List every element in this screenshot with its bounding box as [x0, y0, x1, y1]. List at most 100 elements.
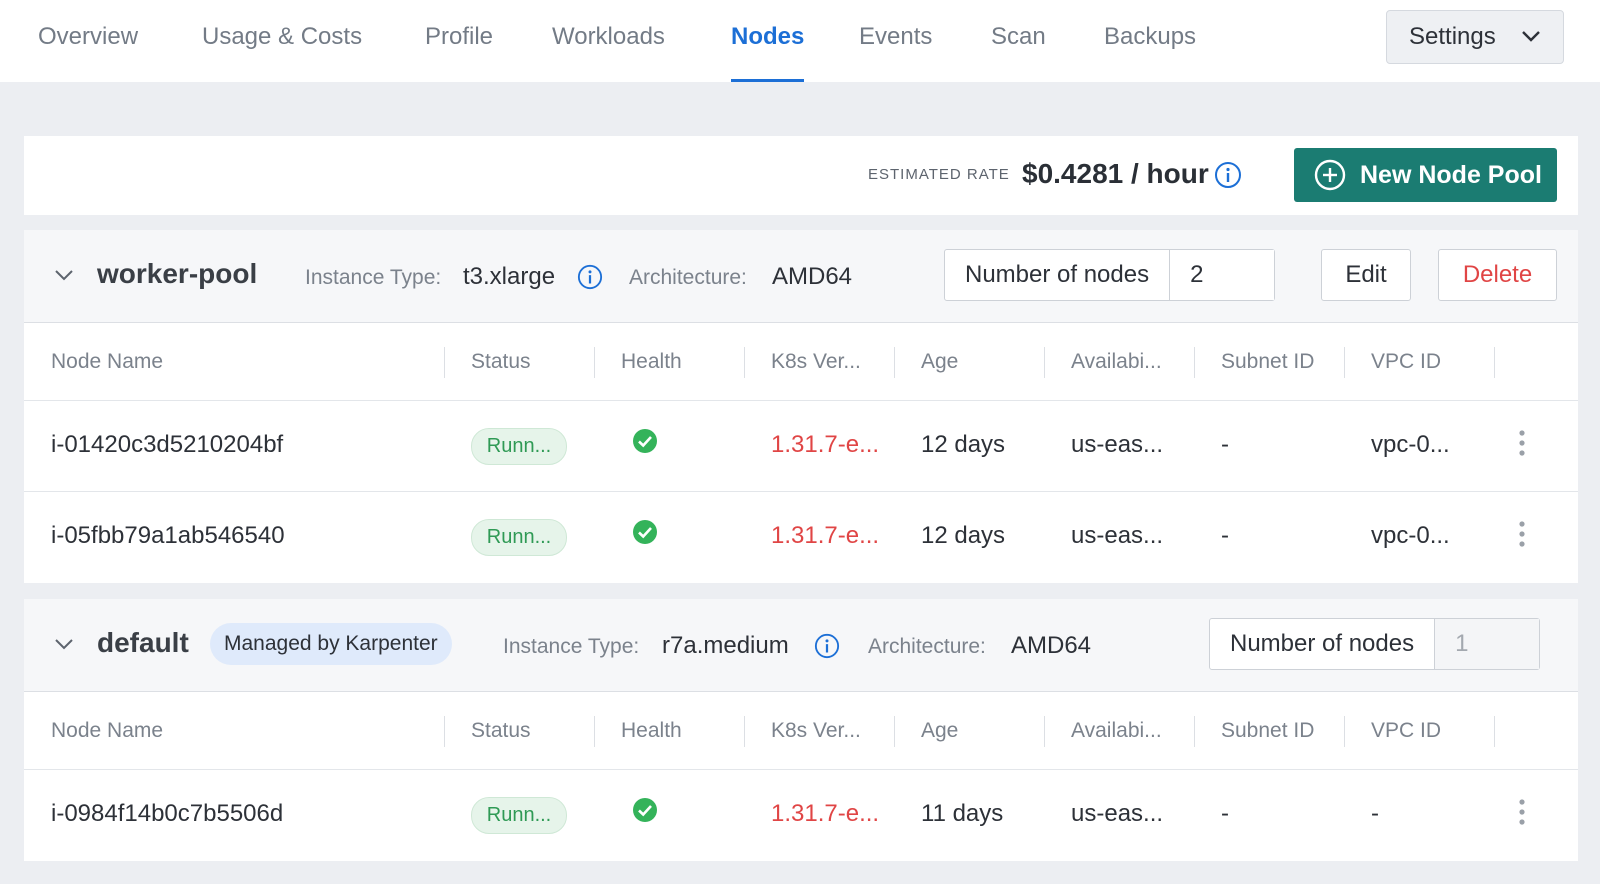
- column-header-node-name[interactable]: Node Name: [51, 719, 164, 742]
- column-divider: [1194, 716, 1195, 747]
- number-of-nodes-input[interactable]: [1170, 250, 1275, 300]
- vpc-id: vpc-0...: [1371, 431, 1450, 458]
- k8s-version: 1.31.7-e...: [771, 800, 880, 827]
- column-header-age[interactable]: Age: [921, 719, 959, 742]
- column-header-k8s-version[interactable]: K8s Ver...: [771, 350, 861, 373]
- column-divider: [1044, 716, 1045, 747]
- column-divider: [744, 716, 745, 747]
- node-name: i-0984f14b0c7b5506d: [51, 800, 284, 827]
- check-circle-icon: [633, 429, 657, 453]
- chevron-down-icon[interactable]: [54, 637, 74, 651]
- table-row[interactable]: i-01420c3d5210204bf Runn... 1.31.7-e... …: [24, 401, 1578, 492]
- table-row[interactable]: i-05fbb79a1ab546540 Runn... 1.31.7-e... …: [24, 492, 1578, 583]
- check-circle-icon: [633, 798, 657, 822]
- column-divider: [594, 347, 595, 378]
- column-divider: [444, 716, 445, 747]
- column-header-k8s-version[interactable]: K8s Ver...: [771, 719, 861, 742]
- vpc-id: vpc-0...: [1371, 522, 1450, 549]
- status-badge: Runn...: [471, 428, 567, 465]
- node-name: i-01420c3d5210204bf: [51, 431, 284, 458]
- node-pool-worker-pool: worker-pool Instance Type: t3.xlarge Arc…: [24, 230, 1578, 583]
- delete-button[interactable]: Delete: [1438, 249, 1557, 301]
- chevron-down-icon[interactable]: [54, 268, 74, 282]
- instance-type-label: Instance Type:: [503, 635, 640, 658]
- subnet-id: -: [1221, 431, 1229, 458]
- k8s-version: 1.31.7-e...: [771, 431, 880, 458]
- top-navigation: Overview Usage & Costs Profile Workloads…: [0, 0, 1600, 82]
- number-of-nodes-field: Number of nodes: [944, 249, 1276, 301]
- tab-nodes[interactable]: Nodes: [731, 0, 805, 82]
- instance-type-value: r7a.medium: [662, 632, 789, 659]
- settings-dropdown-button[interactable]: Settings: [1386, 10, 1564, 64]
- node-pool-default: default Managed by Karpenter Instance Ty…: [24, 599, 1578, 861]
- tab-usage-costs[interactable]: Usage & Costs: [202, 23, 363, 50]
- column-header-subnet-id[interactable]: Subnet ID: [1221, 350, 1315, 373]
- node-age: 12 days: [921, 431, 1006, 458]
- pool-name: default: [97, 627, 189, 658]
- column-header-status[interactable]: Status: [471, 350, 531, 373]
- pool-name: worker-pool: [97, 258, 258, 289]
- column-divider: [594, 716, 595, 747]
- info-icon[interactable]: [577, 264, 603, 290]
- tab-workloads[interactable]: Workloads: [552, 23, 665, 50]
- new-node-pool-label: New Node Pool: [1360, 160, 1542, 189]
- node-age: 11 days: [921, 800, 1004, 827]
- number-of-nodes-label: Number of nodes: [945, 250, 1171, 300]
- architecture-label: Architecture:: [868, 635, 986, 658]
- column-divider: [894, 716, 895, 747]
- subnet-id: -: [1221, 522, 1229, 549]
- architecture-label: Architecture:: [629, 266, 747, 289]
- instance-type-value: t3.xlarge: [463, 263, 556, 290]
- availability-zone: us-eas...: [1071, 522, 1164, 549]
- chevron-down-icon: [1522, 31, 1540, 42]
- estimated-rate-value: $0.4281 / hour: [1022, 158, 1209, 189]
- number-of-nodes-field: Number of nodes: [1209, 618, 1541, 670]
- table-header: Node Name Status Health K8s Ver... Age A…: [24, 692, 1578, 770]
- tab-overview[interactable]: Overview: [38, 23, 139, 50]
- table-header: Node Name Status Health K8s Ver... Age A…: [24, 323, 1578, 401]
- number-of-nodes-label: Number of nodes: [1210, 619, 1436, 669]
- tab-profile[interactable]: Profile: [425, 23, 494, 50]
- kebab-menu-icon[interactable]: [1518, 798, 1526, 826]
- column-header-node-name[interactable]: Node Name: [51, 350, 164, 373]
- column-header-health[interactable]: Health: [621, 719, 682, 742]
- tab-scan[interactable]: Scan: [991, 23, 1046, 50]
- column-divider: [744, 347, 745, 378]
- column-header-availability[interactable]: Availabi...: [1071, 719, 1162, 742]
- new-node-pool-button[interactable]: New Node Pool: [1294, 148, 1557, 202]
- availability-zone: us-eas...: [1071, 800, 1164, 827]
- architecture-value: AMD64: [772, 263, 853, 290]
- subnet-id: -: [1221, 800, 1229, 827]
- column-divider: [1494, 347, 1495, 378]
- column-header-subnet-id[interactable]: Subnet ID: [1221, 719, 1315, 742]
- node-age: 12 days: [921, 522, 1006, 549]
- info-icon[interactable]: [814, 633, 840, 659]
- kebab-menu-icon[interactable]: [1518, 429, 1526, 457]
- check-circle-icon: [633, 520, 657, 544]
- pool-header: worker-pool Instance Type: t3.xlarge Arc…: [24, 230, 1578, 323]
- column-header-status[interactable]: Status: [471, 719, 531, 742]
- column-divider: [1044, 347, 1045, 378]
- info-icon[interactable]: [1214, 161, 1242, 189]
- vpc-id: -: [1371, 800, 1379, 827]
- column-header-availability[interactable]: Availabi...: [1071, 350, 1162, 373]
- settings-label: Settings: [1409, 23, 1496, 50]
- estimated-rate-label: ESTIMATED RATE: [868, 166, 1010, 183]
- tab-events[interactable]: Events: [859, 23, 933, 50]
- status-badge: Runn...: [471, 519, 567, 556]
- column-divider: [444, 347, 445, 378]
- column-header-vpc-id[interactable]: VPC ID: [1371, 350, 1442, 373]
- column-divider: [1194, 347, 1195, 378]
- kebab-menu-icon[interactable]: [1518, 520, 1526, 548]
- column-header-health[interactable]: Health: [621, 350, 682, 373]
- table-row[interactable]: i-0984f14b0c7b5506d Runn... 1.31.7-e... …: [24, 770, 1578, 861]
- column-header-age[interactable]: Age: [921, 350, 959, 373]
- tab-backups[interactable]: Backups: [1104, 23, 1197, 50]
- column-divider: [1344, 347, 1345, 378]
- column-header-vpc-id[interactable]: VPC ID: [1371, 719, 1442, 742]
- node-name: i-05fbb79a1ab546540: [51, 522, 285, 549]
- number-of-nodes-input: [1435, 619, 1540, 669]
- status-badge: Runn...: [471, 797, 567, 834]
- edit-button[interactable]: Edit: [1321, 249, 1411, 301]
- pool-header: default Managed by Karpenter Instance Ty…: [24, 599, 1578, 692]
